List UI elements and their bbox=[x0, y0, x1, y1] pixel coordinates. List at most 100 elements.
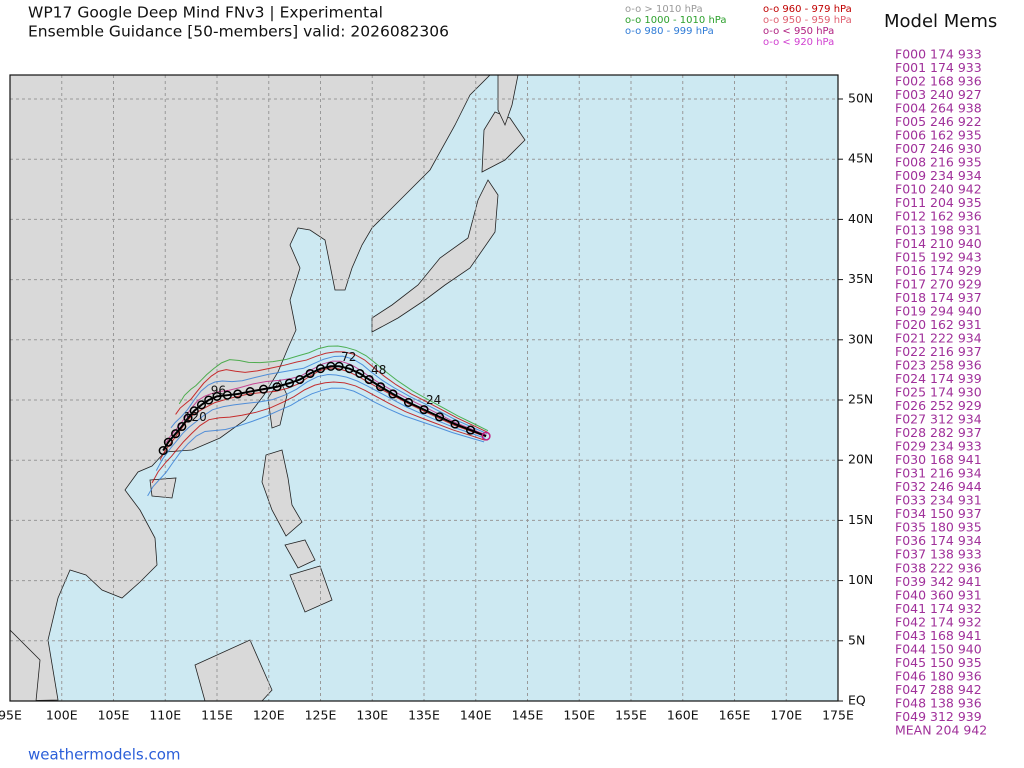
member-entry: F004 264 938 bbox=[895, 101, 982, 116]
lat-label: 25N bbox=[848, 392, 873, 407]
member-entry: F031 216 934 bbox=[895, 466, 982, 481]
mean-track-point bbox=[245, 387, 255, 397]
lat-label: 45N bbox=[848, 151, 873, 166]
legend-entry: o-o 980 - 999 hPa bbox=[625, 26, 714, 37]
member-entry: F047 288 942 bbox=[895, 682, 982, 697]
forecast-hour-label: 72 bbox=[341, 350, 356, 364]
member-entry: F037 138 933 bbox=[895, 547, 982, 562]
legend-entry: o-o < 950 hPa bbox=[763, 26, 834, 37]
member-entry: F044 150 940 bbox=[895, 641, 982, 656]
member-entry: F018 174 937 bbox=[895, 290, 982, 305]
member-entry: F039 342 941 bbox=[895, 574, 982, 589]
member-entry: F019 294 940 bbox=[895, 303, 982, 318]
member-entry: F035 180 935 bbox=[895, 520, 982, 535]
mean-track-point bbox=[233, 389, 243, 399]
member-entry: F034 150 937 bbox=[895, 506, 982, 521]
lon-label: 110E bbox=[149, 708, 181, 723]
member-entry: F040 360 931 bbox=[895, 587, 982, 602]
member-entry: F006 162 935 bbox=[895, 128, 982, 143]
mean-track-point bbox=[326, 361, 336, 371]
forecast-hour-label: 48 bbox=[371, 363, 386, 377]
hainan bbox=[149, 477, 177, 499]
lon-label: 170E bbox=[770, 708, 802, 723]
member-entry: F017 270 929 bbox=[895, 276, 982, 291]
mean-track-point bbox=[163, 437, 173, 447]
member-entry: F036 174 934 bbox=[895, 533, 982, 548]
lat-label: 50N bbox=[848, 91, 873, 106]
lon-label: 175E bbox=[822, 708, 854, 723]
mean-track-line bbox=[162, 365, 487, 452]
lon-label: 155E bbox=[615, 708, 647, 723]
mean-track-point bbox=[284, 378, 295, 388]
member-entry: F030 168 941 bbox=[895, 452, 982, 467]
luzon bbox=[261, 449, 303, 537]
mean-track-point bbox=[355, 368, 365, 379]
lat-label: 40N bbox=[848, 211, 873, 226]
member-entry: F020 162 931 bbox=[895, 317, 982, 332]
hokkaido bbox=[481, 111, 526, 173]
member-entry: F032 246 944 bbox=[895, 479, 982, 494]
member-entry: F016 174 929 bbox=[895, 263, 982, 278]
ensemble-track bbox=[147, 387, 485, 497]
mean-track-point bbox=[259, 384, 269, 394]
mean-track-point bbox=[419, 405, 429, 415]
member-entry: F009 234 934 bbox=[895, 168, 982, 183]
forecast-hour-label: 120 bbox=[184, 410, 207, 424]
lon-label: 120E bbox=[253, 708, 285, 723]
member-entry: F000 174 933 bbox=[895, 47, 982, 62]
lon-label: 95E bbox=[0, 708, 22, 723]
member-entry: F033 234 931 bbox=[895, 493, 982, 508]
title: WP17 Google Deep Mind FNv3 | Experimenta… bbox=[28, 4, 383, 22]
lon-label: 160E bbox=[667, 708, 699, 723]
member-entry: F041 174 932 bbox=[895, 601, 982, 616]
sumatra bbox=[10, 629, 41, 701]
member-entry: F027 312 934 bbox=[895, 412, 982, 427]
mean-track-point bbox=[196, 400, 207, 410]
members-title: Model Mems bbox=[884, 11, 997, 32]
member-entry: F015 192 943 bbox=[895, 249, 982, 264]
mean-track-point bbox=[272, 382, 282, 392]
lon-label: 140E bbox=[460, 708, 492, 723]
lat-label: 5N bbox=[848, 632, 865, 647]
member-entry: F048 138 936 bbox=[895, 695, 982, 710]
lat-label: 30N bbox=[848, 331, 873, 346]
ensemble-track bbox=[151, 381, 485, 484]
member-entry: F010 240 942 bbox=[895, 182, 982, 197]
mean-track-point bbox=[466, 425, 476, 435]
member-entry: F008 216 935 bbox=[895, 155, 982, 170]
mean-track-point bbox=[344, 364, 355, 374]
visayas bbox=[284, 539, 316, 569]
lon-label: 100E bbox=[46, 708, 78, 723]
mean-track-point bbox=[364, 374, 374, 385]
lon-label: 135E bbox=[408, 708, 440, 723]
member-entry: F025 174 930 bbox=[895, 385, 982, 400]
member-entry: F001 174 933 bbox=[895, 60, 982, 75]
member-entry: F038 222 936 bbox=[895, 560, 982, 575]
map-area: 24 48 72 96 120 bbox=[10, 75, 838, 701]
borneo bbox=[194, 639, 273, 701]
map-frame bbox=[9, 74, 839, 702]
member-entry: F029 234 933 bbox=[895, 439, 982, 454]
mean-track-point bbox=[434, 412, 445, 422]
lat-label: EQ bbox=[848, 693, 866, 708]
lat-label: 10N bbox=[848, 572, 873, 587]
ensemble-track bbox=[170, 355, 488, 435]
lat-label: 15N bbox=[848, 512, 873, 527]
mean-track-point bbox=[158, 446, 168, 456]
member-entry: F049 312 939 bbox=[895, 709, 982, 724]
member-entry: F028 282 937 bbox=[895, 425, 982, 440]
member-entry: F013 198 931 bbox=[895, 222, 982, 237]
member-entry: F046 180 936 bbox=[895, 668, 982, 683]
legend-entry: o-o < 920 hPa bbox=[763, 37, 834, 48]
lon-label: 150E bbox=[563, 708, 595, 723]
member-entry: F022 216 937 bbox=[895, 344, 982, 359]
mean-track-point bbox=[388, 389, 398, 399]
sakhalin bbox=[497, 75, 519, 127]
lon-label: 125E bbox=[305, 708, 337, 723]
lon-label: 105E bbox=[98, 708, 130, 723]
member-entry: F007 246 930 bbox=[895, 141, 982, 156]
mean-track-point bbox=[403, 397, 414, 407]
legend-entry: o-o 950 - 959 hPa bbox=[763, 15, 852, 26]
